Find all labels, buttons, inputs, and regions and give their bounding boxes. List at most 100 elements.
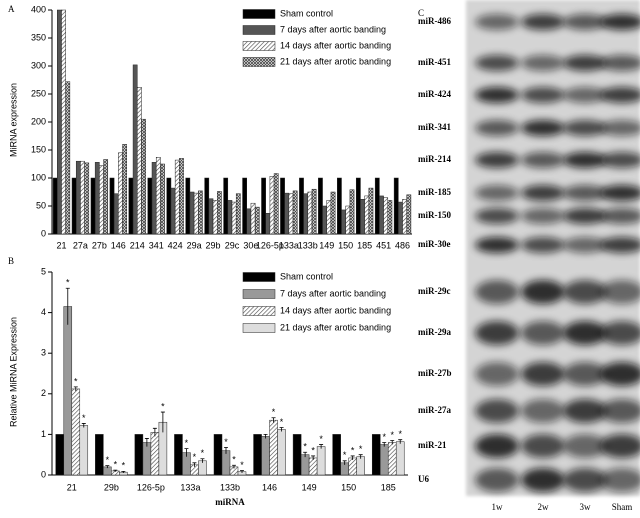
bar [137, 87, 142, 235]
error-bar [358, 454, 363, 459]
x-tick-label: 133b [220, 482, 240, 492]
blot-band [563, 14, 607, 30]
blot-row-label: miR-29c [418, 286, 451, 296]
blot-row-label: U6 [418, 474, 429, 484]
bar [242, 177, 247, 235]
bar [371, 434, 381, 476]
bar [246, 208, 252, 235]
error-bar [192, 462, 197, 467]
significance-mark: * [122, 461, 126, 471]
bar [379, 195, 384, 235]
blot-band [600, 280, 640, 304]
bar [63, 306, 73, 476]
error-bar [152, 427, 157, 437]
bar [95, 434, 104, 476]
x-tick-label: 29a [187, 240, 202, 250]
bar [379, 444, 389, 476]
y-tick-label: 300 [31, 60, 46, 70]
blot-row-label: miR-424 [418, 89, 451, 99]
bar [303, 193, 309, 235]
blot-band [475, 280, 519, 304]
bar [223, 177, 229, 235]
blot-row-label: miR-27a [418, 405, 451, 415]
error-bar [121, 470, 126, 473]
significance-mark: * [240, 460, 244, 470]
bar [71, 388, 81, 476]
error-bar [232, 464, 236, 469]
y-tick-label: 5 [41, 266, 46, 276]
legend-swatch [242, 323, 276, 333]
bar [193, 192, 199, 235]
bar [374, 177, 380, 235]
bar [113, 193, 119, 235]
x-tick-label: 185 [357, 240, 372, 250]
error-bar [319, 444, 324, 449]
bar [277, 429, 286, 476]
blot-row-label: miR-27b [418, 368, 452, 378]
bar [134, 434, 144, 476]
legend-label: 14 days after aortic banding [280, 305, 391, 315]
bar [122, 144, 127, 235]
bar [166, 177, 172, 235]
significance-mark: * [106, 455, 110, 465]
significance-mark: * [359, 444, 363, 454]
blot-band [475, 399, 519, 423]
bar [316, 446, 326, 476]
legend-swatch [242, 41, 276, 51]
bar [235, 193, 241, 235]
x-tick-label: 29b [206, 240, 221, 250]
blot-band [563, 362, 607, 386]
x-tick-label: 133b [298, 240, 318, 250]
blot-band [563, 185, 607, 201]
blot-band [521, 185, 565, 201]
significance-mark: * [82, 413, 86, 423]
bar [299, 177, 304, 235]
error-bar [113, 469, 118, 472]
blot-lane-label: Sham [612, 502, 633, 512]
bar [174, 434, 183, 476]
blot-band [563, 468, 607, 492]
error-bar [160, 411, 165, 433]
y-axis-label: Relative MiRNA Expression [8, 317, 18, 427]
y-tick-label: 200 [31, 116, 46, 126]
x-tick-label: 341 [149, 240, 164, 250]
bar [284, 192, 290, 235]
bar [150, 432, 160, 476]
blot-band [475, 87, 519, 103]
significance-mark: * [224, 437, 228, 447]
blot-row-label: miR-214 [418, 154, 451, 164]
y-tick-label: 150 [31, 144, 46, 154]
bar [311, 188, 317, 235]
error-bar [350, 455, 355, 460]
bar [84, 162, 90, 235]
blot-band [563, 237, 607, 253]
blot-band [563, 208, 607, 224]
blot-band [600, 55, 640, 71]
blot-band [475, 434, 519, 458]
bar [393, 177, 399, 235]
y-axis-label: MiRNA expression [8, 83, 18, 157]
x-tick-label: 146 [262, 482, 277, 492]
blot-band [521, 434, 565, 458]
bar [55, 434, 65, 476]
significance-mark: * [66, 278, 70, 288]
bar [141, 118, 146, 235]
blot-band [600, 152, 640, 168]
blot-band [521, 208, 565, 224]
error-bar [398, 439, 403, 444]
bar [265, 213, 271, 235]
legend-swatch [242, 57, 276, 67]
blot-row-label: miR-150 [418, 210, 451, 220]
blot-band [600, 362, 640, 386]
blot-band [475, 120, 519, 136]
x-tick-label: 149 [319, 240, 334, 250]
blot-band [521, 55, 565, 71]
error-bar [263, 434, 268, 439]
blot-band [600, 87, 640, 103]
bar [90, 177, 96, 235]
bar [155, 157, 161, 235]
legend-label: Sham control [280, 8, 333, 18]
blot-band [475, 237, 519, 253]
significance-mark: * [280, 417, 284, 427]
